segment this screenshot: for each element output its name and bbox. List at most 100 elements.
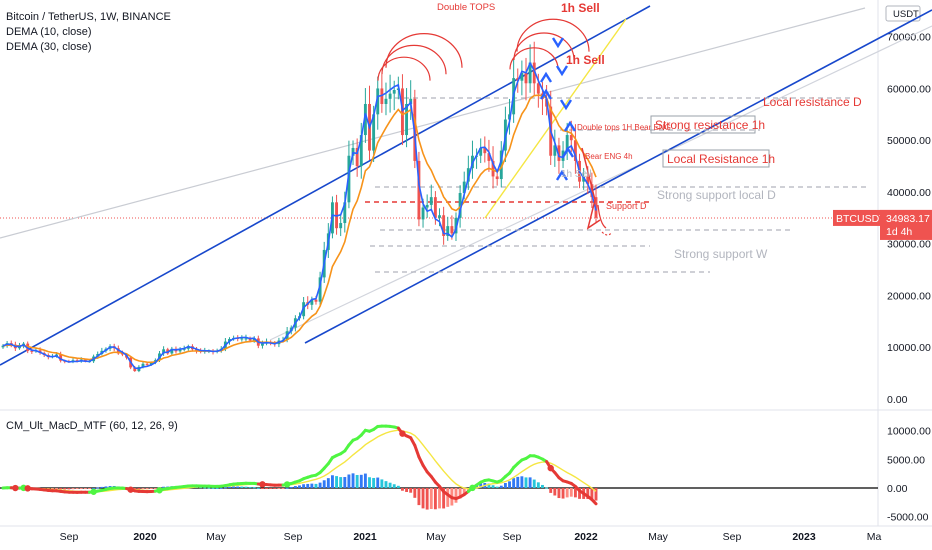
candle-body bbox=[438, 215, 441, 218]
candle-body bbox=[421, 207, 425, 220]
osc-histogram-bar bbox=[438, 488, 441, 509]
candle-body bbox=[355, 147, 359, 167]
osc-macd-segment bbox=[413, 443, 421, 459]
candle-body bbox=[141, 363, 145, 367]
dema-30-label[interactable]: DEMA (30, close) bbox=[6, 41, 92, 53]
dema-10-line bbox=[2, 61, 597, 370]
osc-histogram-bar bbox=[92, 487, 96, 489]
double-top-arc bbox=[377, 56, 431, 81]
osc-histogram-bar bbox=[499, 485, 503, 488]
osc-histogram-bar bbox=[594, 488, 598, 501]
buy-arrow-icon bbox=[561, 146, 575, 158]
candle-body bbox=[466, 168, 470, 182]
osc-histogram-bar bbox=[228, 486, 231, 488]
osc-histogram-bar bbox=[376, 477, 380, 488]
candle-body bbox=[162, 349, 166, 354]
price-tag-symbol: BTCUSDT bbox=[836, 213, 886, 225]
osc-histogram-bar bbox=[293, 486, 297, 488]
time-tick-label: May bbox=[206, 531, 227, 543]
price-tick-label: 10000.00 bbox=[887, 342, 931, 354]
candle-body bbox=[314, 299, 318, 302]
osc-histogram-bar bbox=[401, 488, 404, 491]
double-top-arc bbox=[516, 18, 590, 52]
candle-body bbox=[405, 103, 409, 136]
oscillator-legend[interactable]: CM_Ult_MacD_MTF (60, 12, 26, 9) bbox=[6, 420, 178, 432]
candle-body bbox=[347, 155, 351, 203]
sell-arrow-icon bbox=[559, 99, 573, 111]
candle-body bbox=[520, 72, 524, 81]
candle-body bbox=[75, 360, 79, 362]
candle-body bbox=[1, 345, 5, 348]
price-tick-label: 70000.00 bbox=[887, 32, 931, 44]
osc-histogram-bar bbox=[516, 476, 520, 488]
candle-body bbox=[372, 114, 376, 151]
osc-tick-label: 10000.00 bbox=[887, 426, 931, 438]
candle-body bbox=[388, 93, 392, 99]
candle-body bbox=[479, 147, 483, 156]
candle-body bbox=[446, 226, 450, 236]
time-tick-label: Ma bbox=[867, 531, 882, 543]
osc-histogram-bar bbox=[372, 477, 376, 488]
osc-histogram-bar bbox=[368, 477, 371, 488]
osc-histogram-bar bbox=[240, 486, 244, 488]
osc-macd-segment bbox=[590, 498, 598, 506]
candle-body bbox=[483, 147, 487, 154]
osc-macd-segment bbox=[417, 455, 425, 467]
projection-dashed bbox=[601, 231, 613, 236]
osc-histogram-bar bbox=[314, 483, 318, 488]
osc-histogram-bar bbox=[211, 487, 215, 489]
candle-body bbox=[429, 197, 433, 205]
candle-body bbox=[491, 160, 495, 177]
candle-body bbox=[532, 62, 536, 84]
symbol-title[interactable]: Bitcoin / TetherUS, 1W, BINANCE bbox=[6, 11, 171, 23]
osc-histogram-bar bbox=[561, 488, 565, 499]
osc-histogram-bar bbox=[310, 483, 314, 488]
osc-histogram-bar bbox=[50, 488, 54, 490]
osc-histogram-bar bbox=[454, 488, 458, 503]
osc-histogram-bar bbox=[520, 476, 524, 488]
osc-histogram-bar bbox=[223, 487, 227, 489]
osc-cross-dot bbox=[469, 484, 476, 492]
time-tick-label: May bbox=[648, 531, 669, 543]
osc-histogram-bar bbox=[405, 488, 409, 492]
osc-histogram-bar bbox=[508, 481, 511, 488]
candle-body bbox=[495, 176, 499, 180]
osc-histogram-bar bbox=[442, 488, 446, 509]
osc-histogram-bar bbox=[298, 485, 301, 488]
osc-histogram-bar bbox=[306, 483, 310, 488]
osc-histogram-bar bbox=[63, 488, 67, 490]
candle-body bbox=[170, 348, 174, 354]
projection-path bbox=[581, 147, 601, 230]
price-tick-label: 30000.00 bbox=[887, 239, 931, 251]
osc-histogram-bar bbox=[331, 475, 334, 488]
osc-histogram-bar bbox=[479, 483, 483, 488]
osc-histogram-bar bbox=[573, 488, 577, 498]
dema-10-label[interactable]: DEMA (10, close) bbox=[6, 26, 92, 38]
candle-body bbox=[417, 160, 421, 220]
osc-histogram-bar bbox=[199, 487, 203, 489]
osc-histogram-bar bbox=[532, 479, 536, 488]
time-tick-label: Sep bbox=[284, 531, 303, 543]
price-tag-value-box bbox=[880, 209, 932, 240]
price-tick-label: 20000.00 bbox=[887, 290, 931, 302]
candle-body bbox=[487, 153, 491, 161]
osc-cross-dot bbox=[259, 481, 266, 488]
candle-body bbox=[433, 197, 437, 218]
osc-histogram-bar bbox=[458, 488, 462, 499]
osc-histogram-bar bbox=[363, 473, 367, 488]
buy-arrow-icon bbox=[539, 88, 553, 100]
osc-histogram-bar bbox=[351, 473, 355, 488]
osc-histogram-bar bbox=[273, 488, 277, 489]
candle-body bbox=[569, 135, 573, 141]
time-tick-label: 2021 bbox=[353, 531, 377, 543]
osc-tick-label: 0.00 bbox=[887, 483, 908, 495]
time-tick-label: Sep bbox=[723, 531, 742, 543]
osc-histogram-bar bbox=[133, 488, 137, 490]
osc-histogram-bar bbox=[96, 487, 100, 489]
osc-histogram-bar bbox=[145, 488, 149, 490]
time-tick-label: 2020 bbox=[133, 531, 157, 543]
annotation-double-tops-1h: Double tops 1H Bear ENG bbox=[577, 123, 671, 132]
osc-histogram-bar bbox=[289, 487, 293, 489]
